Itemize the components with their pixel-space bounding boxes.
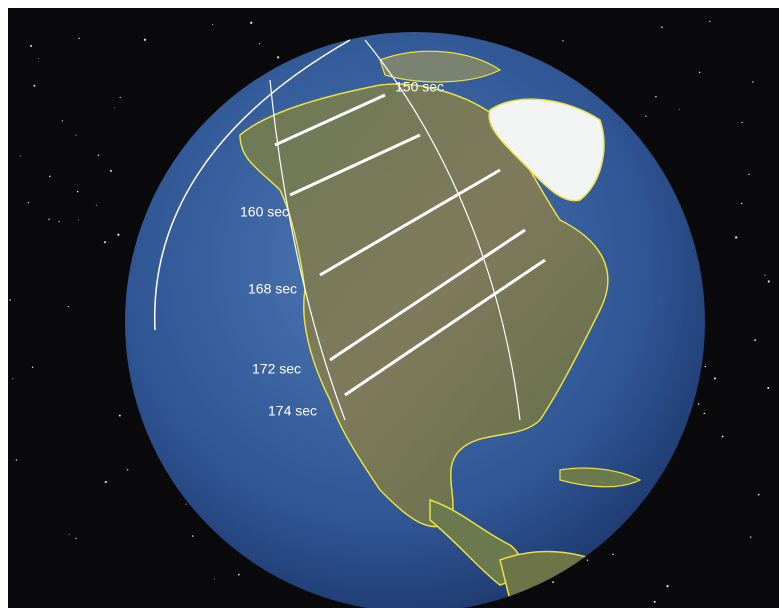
- star: [118, 414, 121, 417]
- star: [645, 115, 647, 117]
- star: [764, 274, 766, 276]
- star: [76, 190, 79, 193]
- star: [277, 56, 280, 59]
- star: [741, 121, 743, 124]
- time-label: 174 sec: [268, 403, 317, 419]
- star: [75, 537, 77, 540]
- star: [119, 96, 121, 99]
- star: [698, 71, 701, 74]
- star: [552, 581, 554, 584]
- time-label: 168 sec: [248, 281, 297, 297]
- time-label: 160 sec: [240, 204, 289, 220]
- star: [114, 107, 116, 109]
- star: [752, 81, 754, 83]
- star: [703, 412, 706, 415]
- star: [767, 386, 770, 389]
- star: [709, 20, 711, 23]
- star: [213, 578, 215, 580]
- star: [104, 480, 107, 484]
- star: [38, 58, 40, 60]
- star: [740, 202, 743, 205]
- star: [757, 493, 760, 496]
- star: [78, 37, 80, 40]
- star: [77, 219, 79, 221]
- star: [126, 469, 129, 471]
- star: [143, 38, 147, 41]
- star: [192, 535, 194, 537]
- star: [30, 45, 33, 48]
- star: [33, 84, 36, 87]
- star: [661, 26, 663, 29]
- star: [68, 533, 70, 535]
- stars: [9, 20, 770, 603]
- star: [721, 435, 724, 438]
- star: [185, 503, 187, 505]
- star: [697, 403, 700, 405]
- star: [754, 339, 757, 342]
- star: [15, 459, 18, 461]
- star: [9, 299, 11, 301]
- star: [61, 120, 64, 122]
- star: [655, 95, 657, 98]
- star: [562, 40, 564, 42]
- star: [679, 109, 681, 110]
- star: [734, 236, 738, 239]
- time-label: 172 sec: [252, 361, 301, 377]
- star: [75, 134, 77, 136]
- star: [19, 155, 21, 157]
- star: [12, 378, 14, 380]
- star: [713, 377, 716, 380]
- star: [97, 154, 100, 156]
- star: [612, 553, 614, 556]
- star: [586, 559, 589, 561]
- star: [103, 241, 106, 244]
- star: [653, 600, 656, 603]
- star: [704, 365, 707, 368]
- star: [27, 201, 30, 204]
- star: [48, 218, 50, 221]
- star: [748, 173, 750, 175]
- star: [68, 306, 70, 308]
- star: [250, 21, 253, 25]
- star: [767, 280, 770, 283]
- star: [109, 169, 112, 172]
- time-label: 150 sec: [395, 79, 444, 95]
- track-lines: [153, 39, 546, 421]
- star: [750, 536, 752, 538]
- star: [58, 221, 60, 223]
- star: [212, 23, 214, 26]
- star: [31, 366, 34, 368]
- star: [258, 43, 261, 45]
- star: [666, 585, 669, 588]
- star: [95, 204, 97, 206]
- star: [49, 175, 51, 178]
- star: [237, 573, 240, 576]
- star: [117, 233, 120, 236]
